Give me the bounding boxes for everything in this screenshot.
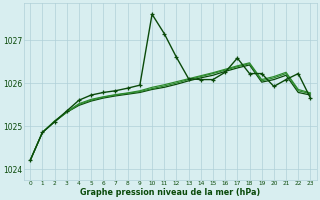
X-axis label: Graphe pression niveau de la mer (hPa): Graphe pression niveau de la mer (hPa) (80, 188, 260, 197)
